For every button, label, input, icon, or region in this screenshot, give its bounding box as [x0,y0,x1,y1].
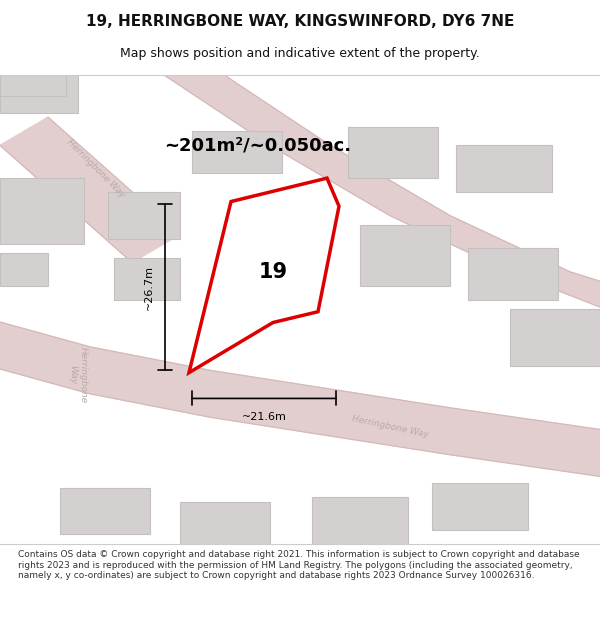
Polygon shape [348,126,438,178]
Polygon shape [312,497,408,544]
Text: ~201m²/~0.050ac.: ~201m²/~0.050ac. [164,136,352,154]
Polygon shape [0,319,600,478]
Text: Map shows position and indicative extent of the property.: Map shows position and indicative extent… [120,48,480,61]
Polygon shape [180,501,270,544]
Polygon shape [468,248,558,300]
Polygon shape [0,253,48,286]
Text: 19: 19 [259,262,287,282]
Polygon shape [60,488,150,534]
Polygon shape [432,482,528,530]
Text: ~26.7m: ~26.7m [144,264,154,309]
Text: Contains OS data © Crown copyright and database right 2021. This information is : Contains OS data © Crown copyright and d… [18,550,580,580]
Text: ~21.6m: ~21.6m [242,411,286,421]
Polygon shape [189,178,339,372]
Text: Herringbone Way: Herringbone Way [65,138,127,199]
Text: Herringbone
Way: Herringbone Way [68,347,88,403]
Text: 19, HERRINGBONE WAY, KINGSWINFORD, DY6 7NE: 19, HERRINGBONE WAY, KINGSWINFORD, DY6 7… [86,14,514,29]
Polygon shape [0,178,84,244]
Polygon shape [0,118,180,262]
Polygon shape [510,309,600,366]
Polygon shape [456,145,552,192]
Polygon shape [0,66,78,112]
Polygon shape [150,66,600,319]
Polygon shape [0,66,66,96]
Text: Herringbone Way: Herringbone Way [351,414,429,439]
Polygon shape [192,131,282,173]
Polygon shape [360,225,450,286]
Polygon shape [114,258,180,300]
Polygon shape [108,192,180,239]
